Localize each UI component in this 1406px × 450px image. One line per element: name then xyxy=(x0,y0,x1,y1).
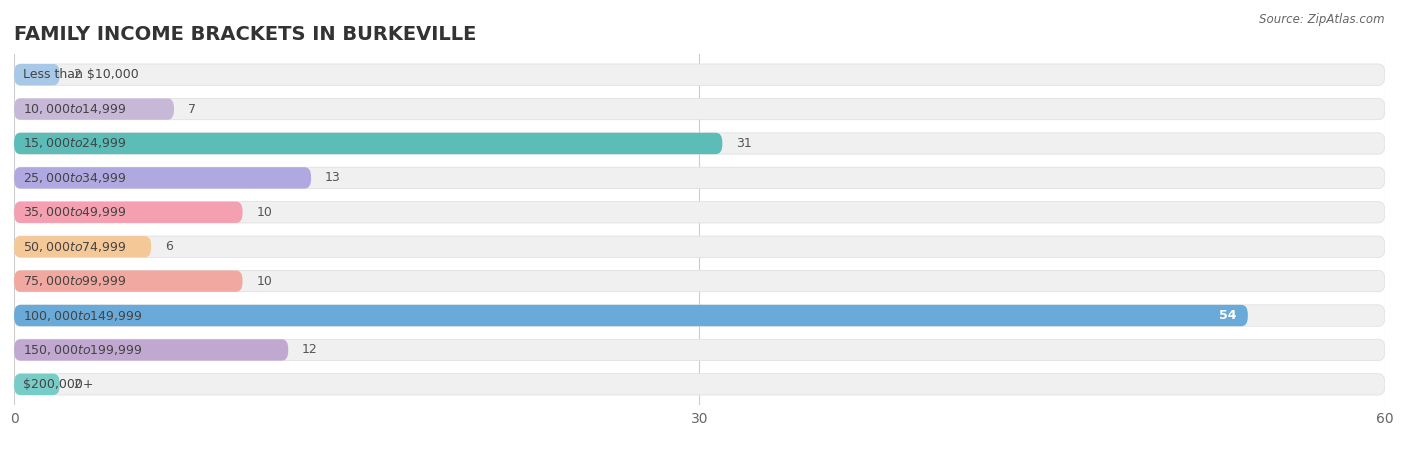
Text: $10,000 to $14,999: $10,000 to $14,999 xyxy=(22,102,127,116)
FancyBboxPatch shape xyxy=(14,374,1385,395)
FancyBboxPatch shape xyxy=(14,305,1249,326)
Text: $50,000 to $74,999: $50,000 to $74,999 xyxy=(22,240,127,254)
FancyBboxPatch shape xyxy=(14,236,152,257)
Text: 7: 7 xyxy=(188,103,195,116)
Text: 2: 2 xyxy=(73,378,82,391)
FancyBboxPatch shape xyxy=(14,202,1385,223)
Text: 13: 13 xyxy=(325,171,340,184)
FancyBboxPatch shape xyxy=(14,167,1385,189)
FancyBboxPatch shape xyxy=(14,133,1385,154)
Text: 10: 10 xyxy=(256,274,273,288)
Text: Less than $10,000: Less than $10,000 xyxy=(22,68,139,81)
Text: $200,000+: $200,000+ xyxy=(22,378,94,391)
FancyBboxPatch shape xyxy=(14,270,243,292)
Text: 2: 2 xyxy=(73,68,82,81)
Text: 31: 31 xyxy=(737,137,752,150)
FancyBboxPatch shape xyxy=(14,202,243,223)
Text: $100,000 to $149,999: $100,000 to $149,999 xyxy=(22,309,142,323)
Text: $15,000 to $24,999: $15,000 to $24,999 xyxy=(22,136,127,150)
FancyBboxPatch shape xyxy=(14,133,723,154)
FancyBboxPatch shape xyxy=(14,99,1385,120)
FancyBboxPatch shape xyxy=(14,305,1385,326)
Text: Source: ZipAtlas.com: Source: ZipAtlas.com xyxy=(1260,14,1385,27)
Text: 54: 54 xyxy=(1219,309,1236,322)
FancyBboxPatch shape xyxy=(14,64,60,86)
Text: $75,000 to $99,999: $75,000 to $99,999 xyxy=(22,274,127,288)
Text: $150,000 to $199,999: $150,000 to $199,999 xyxy=(22,343,142,357)
FancyBboxPatch shape xyxy=(14,99,174,120)
FancyBboxPatch shape xyxy=(14,236,1385,257)
FancyBboxPatch shape xyxy=(14,339,1385,360)
Text: 6: 6 xyxy=(165,240,173,253)
Text: $25,000 to $34,999: $25,000 to $34,999 xyxy=(22,171,127,185)
Text: FAMILY INCOME BRACKETS IN BURKEVILLE: FAMILY INCOME BRACKETS IN BURKEVILLE xyxy=(14,25,477,44)
Text: $35,000 to $49,999: $35,000 to $49,999 xyxy=(22,205,127,219)
FancyBboxPatch shape xyxy=(14,167,311,189)
FancyBboxPatch shape xyxy=(14,64,1385,86)
FancyBboxPatch shape xyxy=(14,339,288,360)
FancyBboxPatch shape xyxy=(14,270,1385,292)
FancyBboxPatch shape xyxy=(14,374,60,395)
Text: 12: 12 xyxy=(302,343,318,356)
Text: 10: 10 xyxy=(256,206,273,219)
